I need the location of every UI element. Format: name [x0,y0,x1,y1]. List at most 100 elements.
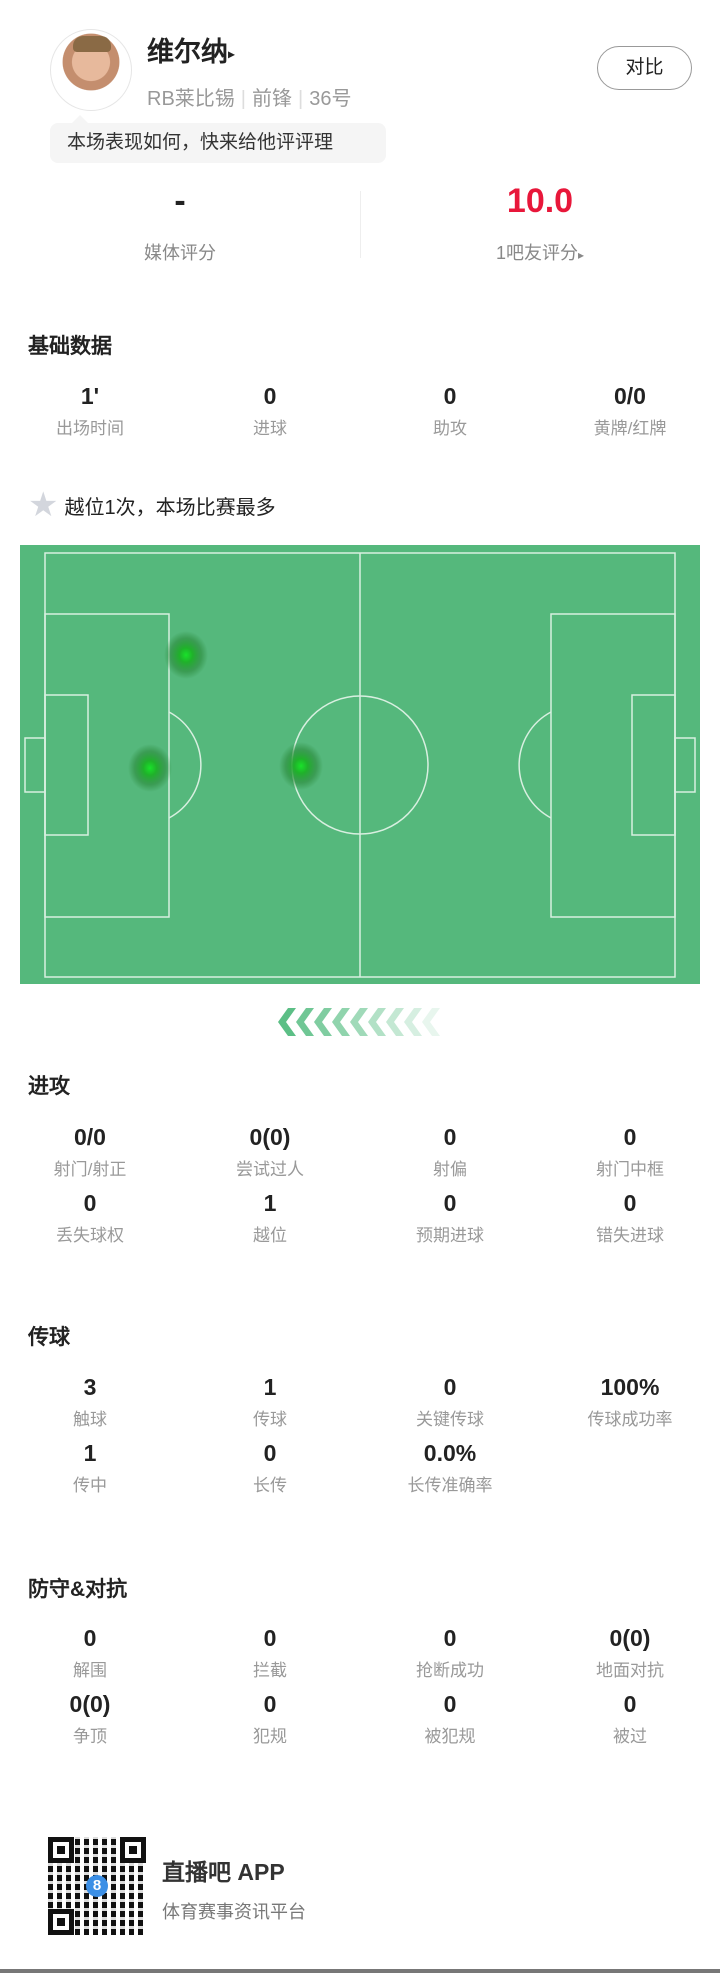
highlight: ★ 越位1次，本场比赛最多 [28,486,276,524]
stat-label: 出场时间 [56,419,124,438]
app-logo-icon: 8 [86,1875,108,1897]
stat-value: 1' [80,383,100,409]
scroll-indicator[interactable] [278,1008,448,1036]
number: 36号 [309,88,352,110]
stat-label: 被犯规 [424,1727,476,1746]
stat-item: 1 传球 [180,1371,360,1437]
stat-label: 地面对抗 [596,1661,664,1680]
stat-item: 0 错失进球 [540,1187,720,1253]
stat-value: 0(0) [609,1625,651,1651]
heatmap-pitch [20,545,700,984]
star-icon: ★ [28,486,59,524]
app-name: 直播吧 APP [162,1859,285,1885]
player-avatar[interactable] [50,29,132,111]
stat-item: 0 射偏 [360,1121,540,1187]
chevron-left-icon [350,1008,368,1036]
stat-value: 0.0% [423,1440,477,1466]
stat-value: 0 [443,1190,457,1216]
stat-label: 射门/射正 [53,1160,127,1179]
stat-item: 0 抢断成功 [360,1622,540,1688]
chevron-left-icon [296,1008,314,1036]
stat-value: 0 [263,383,277,409]
app-tagline: 体育赛事资讯平台 [162,1902,306,1922]
qr-code: 8 [48,1837,146,1935]
position: 前锋 [252,88,292,110]
chevron-left-icon [332,1008,350,1036]
stat-item: 1 越位 [180,1187,360,1253]
stat-label: 争顶 [73,1727,107,1746]
arrow-right-icon: ▸ [228,45,236,62]
compare-button[interactable]: 对比 [597,46,692,90]
stat-label: 拦截 [253,1661,287,1680]
stat-value: 0 [443,1124,457,1150]
stat-label: 尝试过人 [236,1160,304,1179]
stat-item: 0 长传 [180,1437,360,1503]
stat-value: 0 [263,1625,277,1651]
stat-value: 0 [83,1190,97,1216]
stat-item: 0(0) 尝试过人 [180,1121,360,1187]
basic-stats: 1' 出场时间 0 进球 0 助攻 0/0 黄牌/红牌 [0,380,720,446]
chevron-left-icon [422,1008,440,1036]
stat-label: 传球 [253,1410,287,1429]
stat-item: 0.0% 长传准确率 [360,1437,540,1503]
stat-label: 解围 [73,1661,107,1680]
stat-label: 被过 [613,1727,647,1746]
stat-item: 0(0) 争顶 [0,1688,180,1754]
stat-item: 0 丢失球权 [0,1187,180,1253]
stat-value: 0 [443,1625,457,1651]
stat-item: 1' 出场时间 [0,380,180,446]
stat-item: 0 解围 [0,1622,180,1688]
stat-value: 0 [623,1691,637,1717]
stat-value: 0(0) [249,1124,291,1150]
passing-stats: 3 触球 1 传球 0 关键传球 100% 传球成功率 1 传中 0 长传 0.0% 长传准确率 [0,1371,720,1503]
stat-item: 0 进球 [180,380,360,446]
stat-item: 0 犯规 [180,1688,360,1754]
stat-item: 0 射门中框 [540,1121,720,1187]
arrow-right-icon: ▸ [577,248,585,262]
heat-point [164,631,208,679]
stat-value: 0 [443,1374,457,1400]
chevron-left-icon [278,1008,296,1036]
stat-value: 0 [443,1691,457,1717]
player-name[interactable]: 维尔纳▸ [147,37,236,67]
section-title-passing: 传球 [28,1326,70,1349]
divider [360,191,361,258]
stat-item: 0/0 射门/射正 [0,1121,180,1187]
stat-item: 0 关键传球 [360,1371,540,1437]
stat-value: 1 [263,1190,277,1216]
bottom-bar [0,1969,720,1973]
heat-point [279,742,323,790]
chevron-left-icon [368,1008,386,1036]
stat-value: 0/0 [74,1124,106,1150]
stat-label: 助攻 [433,419,467,438]
team: RB莱比锡 [147,88,235,110]
stat-value: 0(0) [69,1691,111,1717]
fan-rating[interactable]: 10.0 1吧友评分▸ [495,182,585,263]
stat-item: 0 被过 [540,1688,720,1754]
stat-label: 丢失球权 [56,1226,124,1245]
rate-prompt[interactable]: 本场表现如何，快来给他评评理 [50,115,386,163]
stat-label: 射门中框 [596,1160,664,1179]
attack-stats: 0/0 射门/射正 0(0) 尝试过人 0 射偏 0 射门中框 0 丢失球权 1 越位 0 预期进球 0 错失… [0,1121,720,1253]
stat-value: 0/0 [614,383,646,409]
stat-value: 0 [83,1625,97,1651]
heat-point [128,744,172,792]
stat-label: 错失进球 [596,1226,664,1245]
stat-label: 长传 [253,1476,287,1495]
stat-label: 触球 [73,1410,107,1429]
stat-value: 1 [83,1440,97,1466]
stat-item: 3 触球 [0,1371,180,1437]
stat-label: 进球 [253,419,287,438]
media-rating: - 媒体评分 [144,182,216,263]
stat-label: 射偏 [433,1160,467,1179]
section-title-attack: 进攻 [28,1075,70,1098]
section-title-basic: 基础数据 [28,335,112,358]
chevron-left-icon [404,1008,422,1036]
stat-value: 1 [263,1374,277,1400]
stat-label: 抢断成功 [416,1661,484,1680]
stat-label: 传中 [73,1476,107,1495]
stat-item: 0 预期进球 [360,1187,540,1253]
stat-value: 100% [600,1374,660,1400]
stat-value: 0 [263,1440,277,1466]
player-info: RB莱比锡 | 前锋 | 36号 [147,88,352,110]
